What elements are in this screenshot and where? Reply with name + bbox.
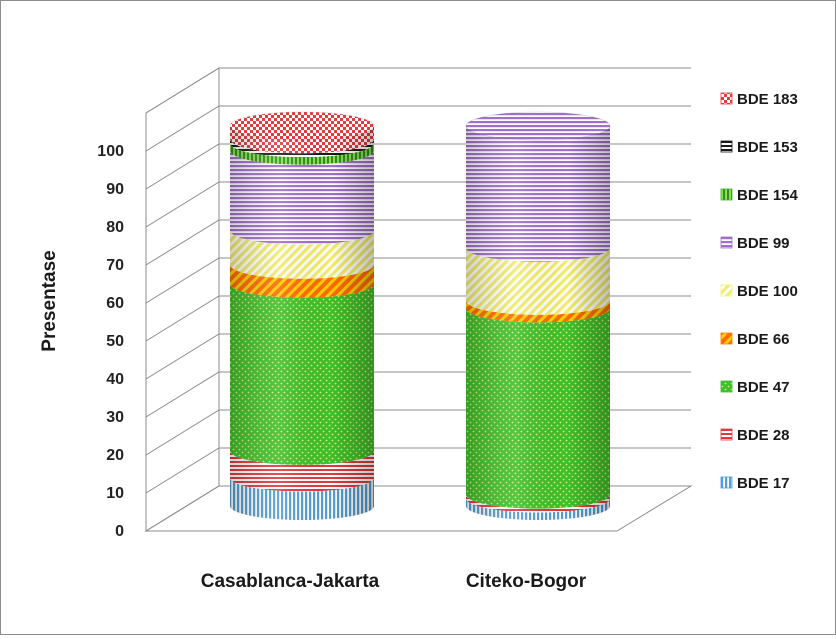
bar-top-cap [465,111,611,141]
legend-label: BDE 66 [737,331,790,348]
y-axis-ticks: 0 10 20 30 40 50 60 70 80 90 100 [97,143,124,540]
legend-label: BDE 47 [737,379,790,396]
bars [229,111,611,520]
y-tick-label: 70 [106,257,124,274]
bar-top-cap [229,111,375,141]
side-wall [145,67,220,532]
legend: BDE 183 BDE 153 BDE 154 BDE 99 BDE 100 BDE 66… [720,91,799,492]
legend-label: BDE 153 [737,139,798,156]
bar-segment-shade [230,230,374,279]
y-tick-label: 20 [106,447,124,464]
legend-swatch [720,92,733,105]
legend-swatch [720,428,733,441]
bar-segment-shade [230,264,374,298]
bar-segment-shade [230,139,374,158]
legend-swatch [720,284,733,297]
bar-segment-shade [466,126,610,262]
legend-swatch [720,476,733,489]
legend-swatch [720,140,733,153]
x-category-label: Casablanca-Jakarta [201,571,380,592]
bar-segment-shade [230,126,374,154]
y-tick-label: 60 [106,295,124,312]
bar-segment-shade [230,477,374,520]
legend-label: BDE 99 [737,235,790,252]
gridline [145,67,691,114]
legend-label: BDE 183 [737,91,798,108]
x-category-label: Citeko-Bogor [466,571,587,592]
y-tick-label: 10 [106,485,124,502]
bar-1 [465,111,611,520]
x-axis-categories: Casablanca-Jakarta Citeko-Bogor [201,571,587,592]
gridline [145,105,691,152]
bar-segment-shade [230,150,374,245]
bar-segment-shade [466,247,610,315]
legend-label: BDE 28 [737,427,790,444]
legend-swatch [720,236,733,249]
legend-label: BDE 154 [737,187,799,204]
y-tick-label: 30 [106,409,124,426]
legend-swatch [720,380,733,393]
bar-segment-shade [230,283,374,465]
legend-label: BDE 100 [737,283,798,300]
y-tick-label: 100 [97,143,124,160]
y-tick-label: 80 [106,219,124,236]
y-tick-label: 40 [106,371,124,388]
bar-segment-shade [230,450,374,492]
y-axis-title: Presentase [39,250,60,351]
legend-swatch [720,188,733,201]
bar-0 [229,111,375,520]
y-tick-label: 50 [106,333,124,350]
bar-segment-shade [466,308,610,509]
bar-segment-shade [230,143,374,165]
legend-label: BDE 17 [737,475,790,492]
legend-swatch [720,332,733,345]
bar-segment-shade [466,300,610,323]
y-tick-label: 0 [115,523,124,540]
bar-segment-shade [466,494,610,513]
bar-segment-shade [466,498,610,520]
y-tick-label: 90 [106,181,124,198]
